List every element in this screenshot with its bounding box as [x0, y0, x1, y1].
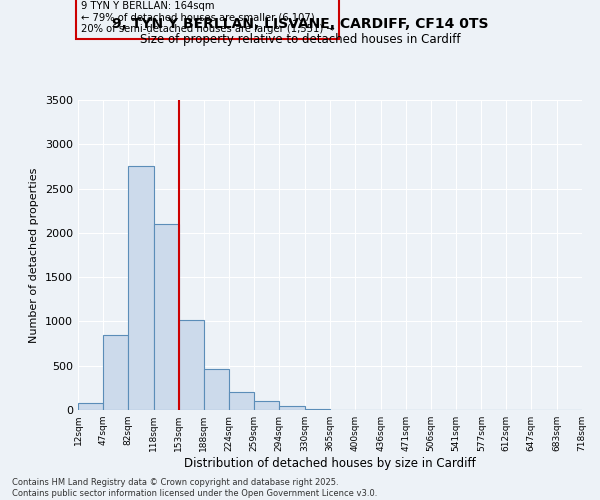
Bar [280, 406, 305, 410]
Bar [254, 401, 280, 410]
Text: 9, TYN Y BERLLAN, LISVANE, CARDIFF, CF14 0TS: 9, TYN Y BERLLAN, LISVANE, CARDIFF, CF14… [112, 18, 488, 32]
Bar [179, 320, 203, 410]
Bar [203, 370, 229, 410]
Y-axis label: Number of detached properties: Number of detached properties [29, 168, 40, 342]
X-axis label: Distribution of detached houses by size in Cardiff: Distribution of detached houses by size … [184, 457, 476, 470]
Text: Size of property relative to detached houses in Cardiff: Size of property relative to detached ho… [140, 32, 460, 46]
Bar [128, 166, 154, 410]
Bar [78, 403, 103, 410]
Bar [229, 392, 254, 410]
Bar [305, 408, 330, 410]
Text: 9 TYN Y BERLLAN: 164sqm
← 79% of detached houses are smaller (6,107)
20% of semi: 9 TYN Y BERLLAN: 164sqm ← 79% of detache… [80, 1, 334, 34]
Text: Contains HM Land Registry data © Crown copyright and database right 2025.
Contai: Contains HM Land Registry data © Crown c… [12, 478, 377, 498]
Bar [103, 334, 128, 410]
Bar [154, 224, 179, 410]
